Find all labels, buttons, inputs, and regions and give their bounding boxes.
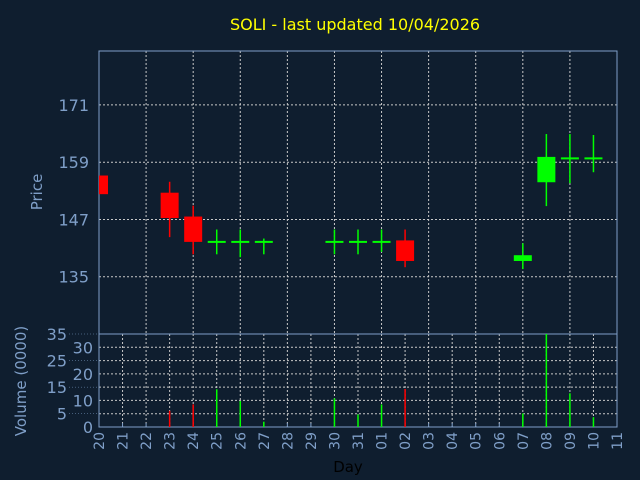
plot-layer: 20 21 22 23 24 25 26 27 28 29 30 31 01 02 03 04 05 06 07 08… — [47, 50, 626, 450]
volume-tick-label: 25 — [47, 352, 67, 371]
x-tick-label: 04 — [445, 432, 461, 450]
x-tick-label: 25 — [210, 432, 226, 450]
x-tick-label: 22 — [139, 432, 155, 450]
x-tick-label: 26 — [233, 432, 249, 450]
candle-body — [231, 240, 250, 243]
candle-body — [396, 240, 415, 261]
x-tick-label: 10 — [586, 432, 602, 450]
x-tick-label: 05 — [469, 432, 485, 450]
x-tick-label: 06 — [492, 432, 508, 450]
volume-tick-label: 0 — [83, 418, 93, 437]
x-tick-label: 27 — [257, 432, 273, 450]
x-tick-label: 30 — [327, 432, 343, 450]
x-tick-label: 24 — [186, 432, 202, 450]
price-tick-label: 171 — [58, 96, 89, 115]
volume-tick-label: 30 — [73, 338, 93, 357]
x-tick-label: 28 — [280, 432, 296, 450]
x-tick-label: 02 — [398, 432, 414, 450]
candle-body — [349, 240, 367, 243]
candle-body — [99, 175, 108, 195]
chart-title: SOLI - last updated 10/04/2026 — [230, 15, 480, 34]
x-tick-label: 31 — [351, 432, 367, 450]
x-tick-label: 07 — [516, 432, 532, 450]
x-tick-label: 11 — [610, 432, 626, 450]
candle-body — [184, 216, 203, 242]
candle-body — [207, 240, 226, 243]
candle-body — [537, 156, 556, 183]
candles-group — [99, 134, 603, 270]
x-tick-label: 09 — [563, 432, 579, 450]
candle-body — [325, 240, 344, 243]
price-axis-label: Price — [28, 174, 46, 211]
price-panel-frame — [98, 50, 618, 335]
x-tick-label: 08 — [539, 432, 555, 450]
x-tick-label: 23 — [163, 432, 179, 450]
volume-tick-label: 35 — [47, 325, 67, 344]
candle-body — [513, 255, 532, 261]
volume-tick-label: 20 — [73, 365, 93, 384]
x-tick-label: 03 — [422, 432, 438, 450]
candle-body — [254, 240, 273, 243]
price-tick-label: 159 — [58, 153, 89, 172]
x-tick-label: 29 — [304, 432, 320, 450]
candle-body — [160, 192, 179, 219]
price-tick-label: 147 — [58, 210, 89, 229]
x-tick-label: 20 — [92, 432, 108, 450]
candle-body — [584, 157, 603, 160]
volume-tick-label: 15 — [47, 378, 67, 397]
x-tick-label: 21 — [116, 432, 132, 450]
volume-axis-label: Volume (0000) — [12, 326, 30, 436]
candle-body — [560, 157, 579, 160]
volume-tick-label: 10 — [73, 391, 93, 410]
price-tick-label: 135 — [58, 268, 89, 287]
candle-body — [372, 240, 391, 243]
x-tick-label: 01 — [375, 432, 391, 450]
volume-tick-label: 5 — [57, 405, 67, 424]
x-axis-label: Day — [333, 458, 363, 476]
